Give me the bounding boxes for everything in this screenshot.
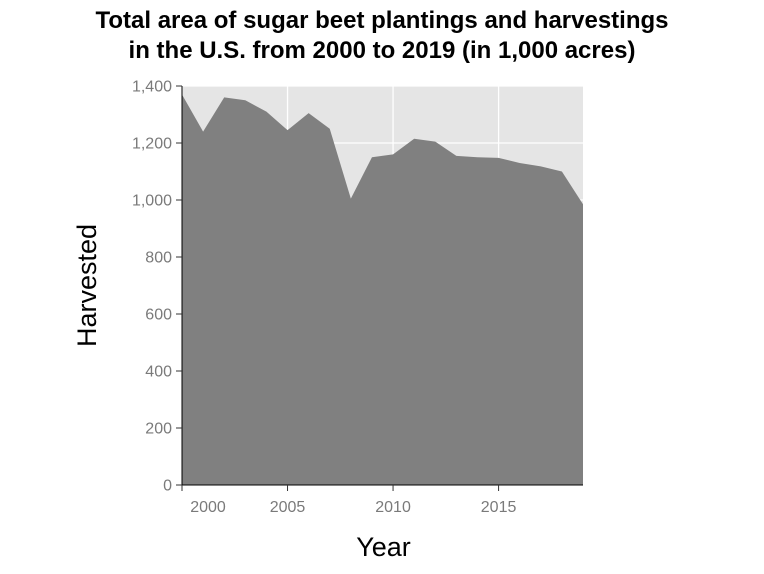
x-tick-label: 2015 bbox=[481, 499, 517, 516]
chart-title-line-2: in the U.S. from 2000 to 2019 (in 1,000 … bbox=[128, 37, 636, 64]
y-tick-label: 400 bbox=[145, 364, 172, 381]
x-tick-label: 2005 bbox=[270, 499, 306, 516]
y-tick-label: 1,000 bbox=[132, 193, 172, 210]
x-tick-label: 2000 bbox=[190, 499, 226, 516]
y-tick-label: 1,400 bbox=[132, 79, 172, 96]
y-tick-label: 200 bbox=[145, 421, 172, 438]
y-tick-label: 600 bbox=[145, 307, 172, 324]
harvested-area bbox=[182, 94, 583, 486]
axes: 0 200 400 600 800 1,000 1,200 1,400 2000 2005 2010… bbox=[132, 79, 583, 516]
chart-title-line-1: Total area of sugar beet plantings and h… bbox=[95, 7, 669, 34]
y-axis-title: Harvested bbox=[72, 224, 102, 347]
y-tick-label: 0 bbox=[163, 478, 172, 495]
y-tick-label: 800 bbox=[145, 250, 172, 267]
chart-title: Total area of sugar beet plantings and h… bbox=[0, 6, 764, 66]
x-tick-label: 2010 bbox=[375, 499, 411, 516]
y-tick-label: 1,200 bbox=[132, 136, 172, 153]
x-axis-title: Year bbox=[356, 532, 411, 562]
